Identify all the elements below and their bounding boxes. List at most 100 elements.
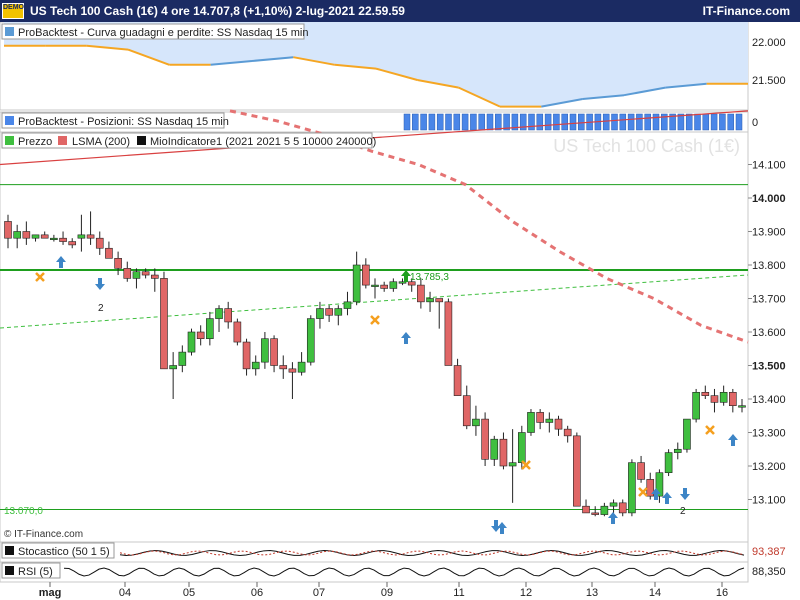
position-bar xyxy=(652,113,660,131)
stochastic-value: 93,387 xyxy=(750,544,796,558)
indicator-line xyxy=(229,109,749,344)
position-bar xyxy=(445,113,452,131)
price-tick: 13.200 xyxy=(752,461,786,473)
trend-line xyxy=(0,274,749,329)
stochastic-signal xyxy=(119,550,745,556)
candle-body xyxy=(701,391,710,396)
sell-arrow-icon xyxy=(95,278,105,290)
x-label: 06 xyxy=(251,587,263,599)
position-bar xyxy=(553,113,560,131)
candle-body xyxy=(362,264,370,286)
svg-text:ProBacktest - Posizioni: SS Na: ProBacktest - Posizioni: SS Nasdaq 15 mi… xyxy=(18,116,229,128)
x-label: 13 xyxy=(586,587,598,599)
position-bar xyxy=(602,113,610,131)
position-bar xyxy=(710,113,718,131)
price-tick: 13.600 xyxy=(752,327,786,339)
position-bar xyxy=(428,113,436,131)
position-bar xyxy=(412,113,419,131)
price-axis: 22.000 21.500 0 14.100 14.000 13.900 13.800… xyxy=(748,37,786,507)
buy-arrow-icon xyxy=(728,434,738,446)
candle-body xyxy=(196,331,205,339)
bottom-level-label: 13.070,0 xyxy=(4,506,43,517)
candle-body xyxy=(22,231,31,239)
position-bar xyxy=(669,113,676,131)
candle-body xyxy=(600,505,609,515)
candle-body xyxy=(59,237,67,242)
candle-body xyxy=(719,391,728,403)
equity-segment xyxy=(582,94,625,100)
candle-body xyxy=(13,231,21,239)
candle-body xyxy=(389,281,398,289)
rsi-legend: RSI (5) xyxy=(1,562,61,579)
svg-text:93,387: 93,387 xyxy=(752,546,786,558)
candle-body xyxy=(729,391,737,406)
candle-body xyxy=(683,418,691,450)
x-label: 12 xyxy=(520,587,532,599)
rsi-value: 88,350 xyxy=(750,564,796,578)
candle-body xyxy=(481,418,489,460)
candle-body xyxy=(77,234,86,239)
candle-body xyxy=(453,365,462,396)
candle-body xyxy=(95,237,104,249)
price-legend: Prezzo LSMA (200) MioIndicatore1 (2021 2… xyxy=(1,132,376,149)
candle-body xyxy=(68,241,77,246)
candle-body xyxy=(637,462,645,480)
x-label: 07 xyxy=(313,587,325,599)
buy-arrow-icon xyxy=(401,332,411,344)
equity-segment xyxy=(251,56,294,62)
brand-name: IT-Finance.com xyxy=(702,4,790,18)
position-bar xyxy=(569,113,577,131)
x-label: 05 xyxy=(183,587,195,599)
position-bar xyxy=(486,113,494,131)
candle-body xyxy=(407,281,416,286)
x-label: 16 xyxy=(716,587,728,599)
candle-body xyxy=(352,264,361,303)
position-bar xyxy=(694,113,701,131)
candle-body xyxy=(655,472,664,497)
candle-body xyxy=(40,234,49,239)
candle-body xyxy=(664,452,673,474)
price-panel xyxy=(0,131,749,553)
x-label: 11 xyxy=(453,587,464,599)
candle-body xyxy=(554,418,563,430)
position-bar xyxy=(478,113,485,131)
candle-body xyxy=(527,412,535,433)
price-tick: 13.100 xyxy=(752,495,786,507)
candle-body xyxy=(563,428,572,437)
price-tick: 13.700 xyxy=(752,294,786,306)
candle-body xyxy=(517,432,526,463)
sell-arrow-icon xyxy=(491,520,501,532)
candle-body xyxy=(325,308,333,316)
indicator-lines xyxy=(0,109,749,344)
position-bar xyxy=(661,113,668,131)
candle-body xyxy=(224,308,232,323)
position-bar xyxy=(685,113,693,131)
rsi-line xyxy=(63,567,745,577)
candle-body xyxy=(123,268,132,279)
buy-arrow-icon xyxy=(608,512,618,524)
trading-chart[interactable]: US Tech 100 Cash (1€) ProBacktest - Curv… xyxy=(0,22,800,600)
candle-body xyxy=(417,284,425,303)
svg-text:MioIndicatore1 (2021 2021 5 5: MioIndicatore1 (2021 2021 5 5 10000 2400… xyxy=(150,136,376,148)
candle-body xyxy=(4,221,12,239)
level-label: 13.785,3 xyxy=(410,272,449,283)
position-bar xyxy=(536,113,544,131)
price-tick: 13.400 xyxy=(752,394,786,406)
candle-body xyxy=(251,361,260,370)
svg-text:ProBacktest - Curva guadagni e: ProBacktest - Curva guadagni e perdite: … xyxy=(18,27,308,39)
position-bar xyxy=(453,113,461,131)
position-bar xyxy=(644,113,651,131)
oscillators xyxy=(63,549,745,577)
candle-body xyxy=(334,308,343,316)
price-tick: 14.000 xyxy=(752,193,786,205)
position-bar xyxy=(511,113,519,131)
candle-body xyxy=(462,395,471,427)
position-bar xyxy=(627,113,635,131)
candle-body xyxy=(444,301,453,366)
x-label: 04 xyxy=(119,587,131,599)
position-bar xyxy=(519,113,527,131)
target-arrow-icon xyxy=(401,270,411,282)
candle-body xyxy=(435,298,444,303)
candle-body xyxy=(609,502,618,507)
candle-body xyxy=(710,395,719,403)
